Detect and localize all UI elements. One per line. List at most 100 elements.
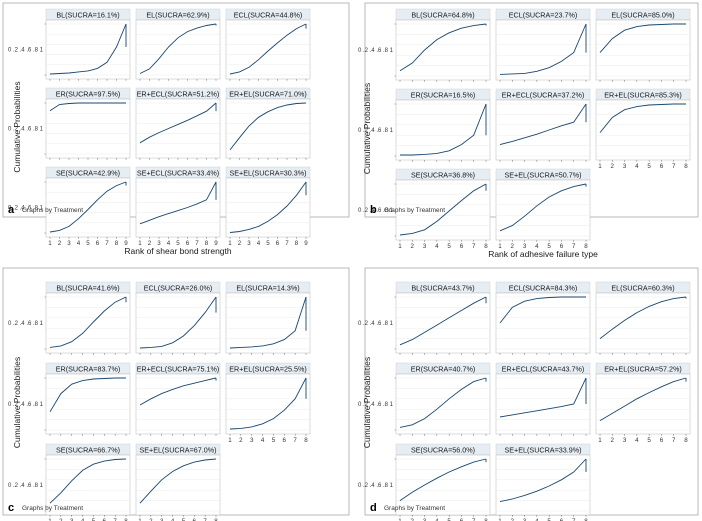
panel: EL(SUCRA=62.9%) — [135, 8, 221, 81]
plot-area — [495, 454, 591, 516]
x-tick-label: 8 — [584, 243, 588, 250]
panel-title: SE(SUCRA=56.0%) — [411, 446, 475, 455]
series-line — [499, 377, 587, 418]
x-tick-label: 6 — [460, 243, 464, 250]
plot-area — [395, 454, 491, 516]
footer-note: Graphs by Treatment — [384, 207, 445, 214]
x-tick-label: 8 — [214, 518, 218, 521]
x-tick-label: 6 — [560, 243, 564, 250]
x-tick-label: 3 — [423, 243, 427, 250]
panel: ER+EL(SUCRA=71.0%) — [225, 87, 311, 160]
y-axis-label: Cumulative Probabilities — [12, 81, 22, 172]
panel-title: ER+EL(SUCRA=85.3%) — [604, 91, 682, 100]
panel-title: SE+EL(SUCRA=33.9%) — [504, 446, 581, 455]
panel-title: SE(SUCRA=36.8%) — [411, 171, 475, 180]
series-line — [599, 377, 687, 421]
x-tick-label: 5 — [447, 518, 451, 521]
x-tick-label: 5 — [647, 437, 651, 444]
x-tick-label: 7 — [472, 243, 476, 250]
plot-area — [135, 373, 221, 435]
panel: EL(SUCRA=85.0%) — [595, 8, 691, 82]
panel: BL(SUCRA=43.7%) 0 .2 .4 .6 .8 1 — [358, 281, 491, 355]
x-tick-label: 3 — [523, 243, 527, 250]
x-tick-label: 3 — [247, 240, 251, 247]
y-tick-label: 0 .2 .4 .6 .8 1 — [8, 127, 44, 133]
y-axis-label: Cumulative Probabilities — [362, 83, 372, 174]
panel: EL(SUCRA=60.3%) — [595, 281, 691, 355]
panel-title: EL(SUCRA=62.9%) — [146, 11, 209, 20]
x-tick-label: 6 — [560, 518, 564, 521]
x-tick-label: 8 — [684, 437, 688, 444]
x-tick-label: 7 — [572, 518, 576, 521]
series-line — [499, 458, 587, 503]
plot-area — [45, 177, 131, 238]
panel-title: SE(SUCRA=42.9%) — [56, 169, 120, 178]
y-axis-label: Cumulative Probabilities — [12, 357, 22, 448]
x-tick-label: 1 — [598, 163, 602, 170]
x-tick-label: 8 — [295, 240, 299, 247]
x-tick-label: 1 — [48, 518, 52, 521]
x-tick-label: 8 — [484, 518, 488, 521]
y-tick-label: 0 .2 .4 .6 .8 1 — [8, 206, 44, 212]
plot-area — [135, 98, 221, 159]
x-tick-label: 7 — [195, 240, 199, 247]
x-tick-label: 3 — [423, 518, 427, 521]
plot-area — [135, 19, 221, 80]
panel: EL(SUCRA=14.3%) — [225, 281, 311, 355]
x-tick-label: 8 — [205, 240, 209, 247]
x-tick-label: 9 — [214, 240, 218, 247]
x-tick-label: 7 — [203, 518, 207, 521]
panel-title: BL(SUCRA=64.8%) — [411, 11, 474, 20]
plot-area — [495, 99, 591, 161]
panel: ER(SUCRA=83.7%) 0 .2 .4 .6 .8 1 — [8, 362, 131, 436]
series-line — [399, 183, 487, 236]
quadrant-b: BL(SUCRA=64.8%) 0 .2 .4 .6 .8 1 ECL(SUCRA=… — [358, 2, 699, 259]
x-tick-label: 7 — [293, 437, 297, 444]
series-line — [49, 458, 127, 504]
x-tick-label: 7 — [113, 518, 117, 521]
panel: ER(SUCRA=97.5%) 0 .2 .4 .6 .8 1 — [8, 87, 131, 160]
panel: ER+ECL(SUCRA=43.7%) — [495, 362, 591, 436]
panel-title: BL(SUCRA=43.7%) — [411, 284, 474, 293]
x-tick-label: 4 — [535, 518, 539, 521]
panel-title: ER(SUCRA=83.7%) — [56, 365, 121, 374]
series-line — [400, 103, 487, 156]
x-tick-label: 6 — [193, 518, 197, 521]
panel-letter: a — [8, 204, 15, 216]
series-line — [139, 102, 217, 144]
panel: ER+ECL(SUCRA=37.2%) — [495, 88, 591, 162]
panel: SE(SUCRA=56.0%) 0 .2 .4 .6 .8 1 1 2 3 4 5 6 7 8 — [358, 443, 491, 521]
x-tick-label: 4 — [435, 518, 439, 521]
x-tick-label: 5 — [647, 163, 651, 170]
plot-area — [395, 19, 491, 81]
panel: ER+ECL(SUCRA=75.1%) — [135, 362, 221, 436]
x-tick-label: 4 — [635, 437, 639, 444]
x-tick-label: 6 — [186, 240, 190, 247]
panel: ECL(SUCRA=26.0%) — [135, 281, 221, 355]
series-line — [49, 296, 127, 348]
series-line — [599, 296, 687, 339]
x-tick-label: 7 — [472, 518, 476, 521]
plot-area — [595, 292, 691, 354]
x-tick-label: 8 — [684, 163, 688, 170]
series-line — [399, 458, 487, 501]
x-tick-label: 1 — [228, 240, 232, 247]
x-tick-label: 7 — [672, 163, 676, 170]
x-tick-label: 1 — [598, 437, 602, 444]
panel-title: EL(SUCRA=14.3%) — [236, 284, 299, 293]
series-line — [49, 181, 127, 233]
plot-area — [495, 292, 591, 354]
plot-area — [45, 292, 131, 354]
panel-title: EL(SUCRA=60.3%) — [611, 284, 674, 293]
panel: SE+EL(SUCRA=33.9%) 1 2 3 4 5 6 7 8 — [495, 443, 591, 521]
x-tick-label: 8 — [115, 240, 119, 247]
x-tick-label: 2 — [511, 243, 515, 250]
panel-title: ER(SUCRA=97.5%) — [56, 90, 121, 99]
x-tick-label: 1 — [228, 437, 232, 444]
x-tick-label: 8 — [484, 243, 488, 250]
x-tick-label: 5 — [447, 243, 451, 250]
series-line — [49, 102, 126, 112]
panel: ER+EL(SUCRA=25.5%) 1 2 3 4 5 6 7 8 — [225, 362, 311, 444]
panel-title: ECL(SUCRA=23.7%) — [509, 11, 578, 20]
y-tick-label: 0 .2 .4 .6 .8 1 — [8, 321, 44, 327]
